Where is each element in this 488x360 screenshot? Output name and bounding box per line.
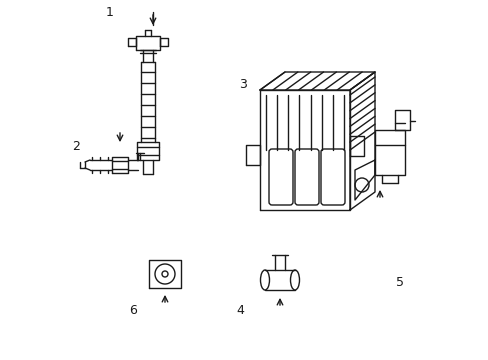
Text: 6: 6 (129, 303, 137, 316)
Text: 3: 3 (239, 78, 246, 91)
Text: 4: 4 (236, 303, 244, 316)
Text: 1: 1 (106, 5, 114, 18)
Text: 2: 2 (72, 140, 80, 153)
Text: 5: 5 (395, 275, 403, 288)
